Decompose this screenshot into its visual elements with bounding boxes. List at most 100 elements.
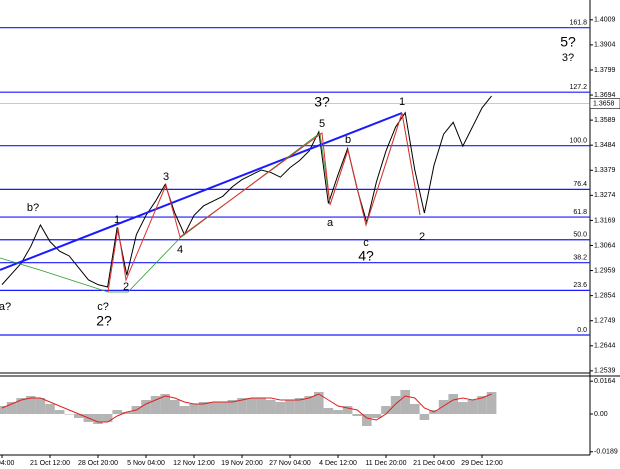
y-tick-label: 1.3064	[594, 242, 616, 249]
histogram-bar	[304, 396, 314, 414]
histogram-bar	[419, 414, 430, 420]
histogram-bar	[189, 404, 199, 414]
y-tick-label: 1.3589	[594, 117, 616, 124]
histogram-bar	[410, 404, 420, 414]
histogram-bar	[458, 402, 468, 414]
histogram-bar	[448, 394, 458, 414]
x-tick-label: 21 Dec 04:00	[413, 460, 455, 467]
histogram-bar	[160, 394, 170, 414]
histogram-bar	[93, 414, 103, 424]
wave-label: 5?	[560, 34, 576, 50]
histogram-bar	[285, 400, 295, 414]
histogram-bar	[218, 402, 228, 414]
y-tick-label: 1.2854	[594, 292, 616, 299]
x-tick-label: 19 Nov 20:00	[221, 460, 263, 467]
y-tick-label: 1.2959	[594, 267, 616, 274]
y-tick-label: 1.3484	[594, 142, 616, 149]
histogram-bar	[438, 400, 449, 414]
fib-label: 23.6	[573, 282, 587, 289]
histogram-bar	[74, 414, 84, 418]
y-tick-label: 0.00	[594, 411, 608, 418]
y-tick-label: 1.3799	[594, 67, 616, 74]
signal-line	[1, 393, 492, 423]
histogram-bar	[35, 398, 46, 414]
y-tick-label: 1.3379	[594, 167, 616, 174]
x-tick-label: 21 Oct 12:00	[30, 460, 70, 467]
histogram-bar	[256, 398, 266, 414]
histogram-bar	[352, 414, 362, 416]
y-tick-label: 1.4009	[594, 17, 616, 24]
y-tick-label: 1.3904	[594, 42, 616, 49]
histogram-bar	[54, 410, 65, 414]
y-tick-label: 1.2539	[594, 368, 616, 375]
x-tick-label: ct 04:00	[0, 460, 15, 467]
price-line	[1, 95, 492, 288]
histogram-bar	[371, 414, 382, 418]
fib-label: 50.0	[573, 232, 587, 239]
wave-label: 4?	[358, 248, 374, 264]
wave-label: 3?	[314, 94, 330, 110]
x-tick-label: 11 Dec 20:00	[365, 460, 406, 467]
wave-label: b	[345, 134, 351, 146]
wave-label: a	[327, 217, 334, 229]
histogram-bar	[198, 402, 209, 414]
x-tick-label: 29 Dec 12:00	[461, 460, 503, 467]
histogram-bar	[170, 400, 180, 414]
histogram-bar	[342, 406, 353, 414]
histogram-bar	[381, 406, 391, 414]
histogram-bar	[323, 408, 334, 414]
histogram-bar	[112, 410, 122, 414]
y-tick-label: 1.3694	[594, 92, 616, 99]
histogram-bar	[26, 396, 36, 414]
histogram-bar	[362, 414, 372, 426]
wave-label: c?	[97, 301, 109, 313]
histogram-bar	[477, 396, 487, 414]
histogram-bar	[333, 410, 343, 414]
histogram-bar	[45, 404, 55, 414]
fib-label: 100.0	[569, 138, 587, 145]
histogram-bar	[122, 412, 132, 414]
y-tick-label: 1.3274	[594, 192, 616, 199]
x-tick-label: 5 Nov 04:00	[127, 460, 165, 467]
histogram-bar	[266, 400, 276, 414]
histogram-bar	[0, 406, 7, 414]
histogram-bar	[237, 398, 247, 414]
wave-label: 2	[123, 281, 129, 293]
fib-label: 61.8	[573, 209, 587, 216]
y-tick-label: -0.0189	[594, 449, 618, 456]
histogram-bar	[6, 402, 17, 414]
histogram-bar	[294, 398, 305, 414]
histogram-bar	[486, 392, 497, 414]
wave-label: 1	[114, 214, 120, 226]
histogram-bar	[208, 402, 218, 414]
wave-label: 3	[163, 171, 169, 183]
histogram-bar	[150, 396, 161, 414]
wave-label: 3?	[562, 52, 574, 64]
trend-lines	[0, 112, 421, 293]
trend-line	[0, 112, 403, 271]
histogram-bar	[16, 398, 26, 414]
y-tick-label: 1.2644	[594, 343, 616, 350]
x-tick-label: 28 Oct 20:00	[78, 460, 118, 467]
y-tick-label: 0.0164	[594, 378, 616, 385]
histogram-bar	[102, 414, 113, 422]
x-tick-label: 4 Dec 12:00	[319, 460, 357, 467]
histogram-bar	[390, 396, 401, 414]
y-tick-label: 1.3169	[594, 217, 616, 224]
wave-label: b?	[27, 202, 39, 214]
wave-label: a?	[0, 301, 11, 313]
current-price-box	[589, 98, 620, 109]
histogram-bar	[227, 400, 238, 414]
wave-label: 2?	[96, 313, 112, 329]
x-tick-label: 12 Nov 12:00	[173, 460, 215, 467]
histogram-bar	[275, 402, 286, 414]
histogram-bar	[64, 414, 74, 415]
fib-label: 161.8	[569, 20, 587, 27]
wave-label: 4	[177, 244, 183, 256]
wave-label: 2	[419, 231, 425, 243]
x-tick-label: 27 Nov 04:00	[269, 460, 311, 467]
fib-label: 38.2	[573, 255, 587, 262]
histogram-bar	[400, 390, 410, 414]
